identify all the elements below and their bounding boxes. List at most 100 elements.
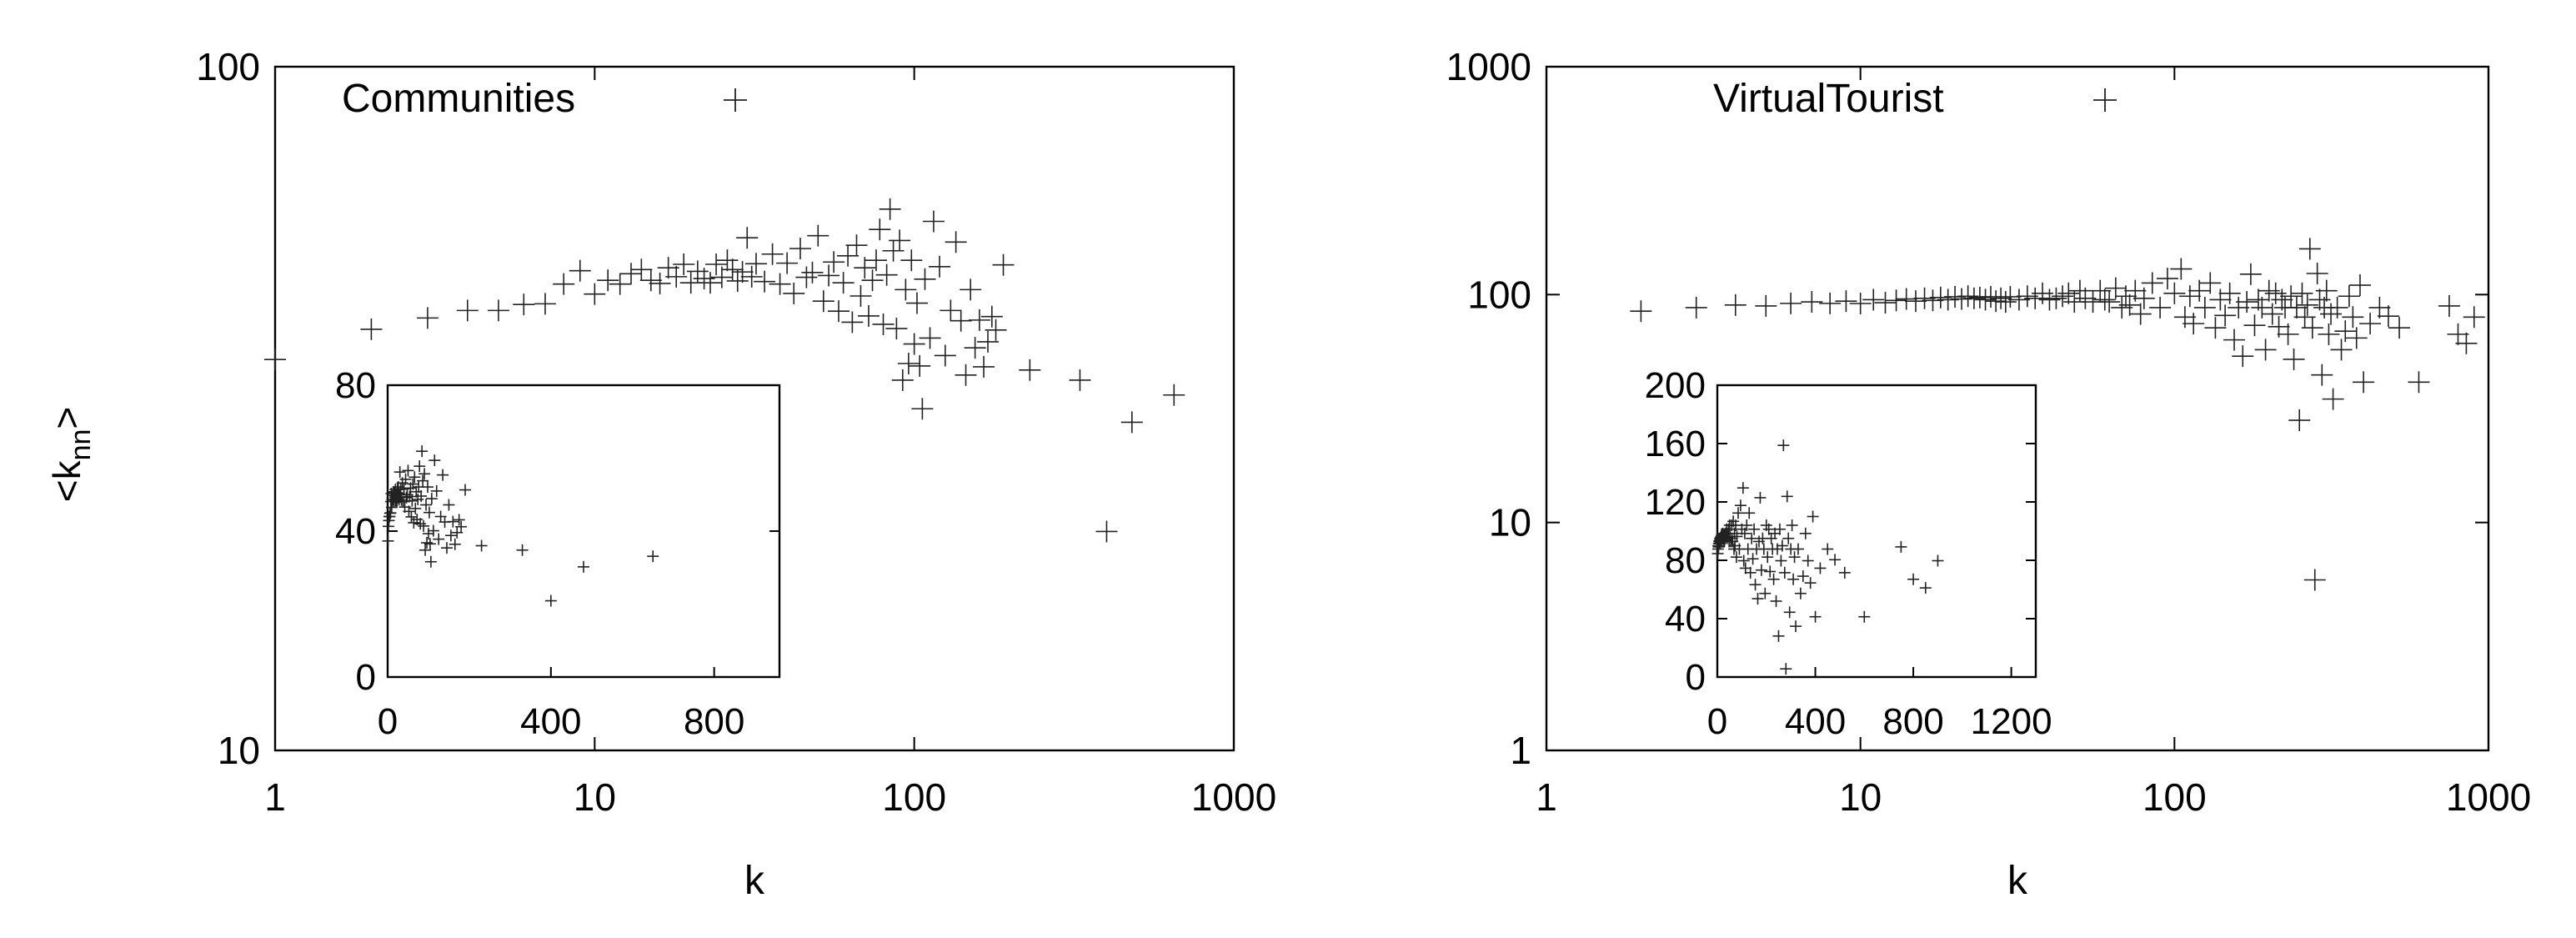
- data-point: [801, 261, 824, 283]
- inset-data-point: [1772, 630, 1785, 642]
- inset-data-point: [1777, 439, 1790, 452]
- inset-data-point: [1773, 523, 1786, 535]
- data-point: [2243, 314, 2266, 337]
- data-point: [872, 313, 895, 335]
- x-tick-label: 100: [882, 775, 946, 819]
- x-axis-label-communities: k: [744, 859, 765, 903]
- inset-data-point: [1730, 551, 1742, 564]
- inset-data-point: [1907, 573, 1920, 585]
- data-point: [818, 264, 840, 287]
- data-point: [2288, 409, 2311, 432]
- data-point: [879, 198, 901, 220]
- data-point: [960, 278, 982, 301]
- inset-data-point: [1809, 610, 1822, 623]
- inset-y-tick-label: 40: [1665, 599, 1706, 640]
- data-point: [2438, 294, 2460, 317]
- inset-data-point: [444, 529, 457, 542]
- data-point: [264, 349, 286, 371]
- data-point: [950, 309, 972, 332]
- data-point: [693, 268, 715, 290]
- inset-data-point: [416, 445, 428, 458]
- data-point: [731, 261, 754, 283]
- data-point: [1994, 291, 2017, 314]
- inset-data-point: [443, 499, 455, 511]
- data-point: [2322, 388, 2344, 410]
- data-point: [769, 273, 791, 295]
- data-point: [1630, 300, 1652, 323]
- data-point: [889, 229, 911, 252]
- data-point: [1985, 290, 2007, 313]
- data-point: [2320, 303, 2343, 325]
- plot-frame-virtualtourist: [1545, 65, 2490, 752]
- y-axis-label: <knn>: [45, 407, 97, 503]
- data-point: [1957, 285, 1979, 308]
- inset-data-point: [415, 490, 428, 502]
- inset-data-point: [1804, 577, 1817, 589]
- data-point: [832, 272, 854, 294]
- data-point: [2104, 277, 2127, 299]
- data-point: [823, 251, 845, 273]
- inset-data-point: [1759, 587, 1772, 599]
- data-point: [2359, 313, 2382, 335]
- data-point: [2277, 323, 2299, 345]
- inset-data-point: [1732, 507, 1744, 519]
- data-point: [513, 293, 535, 316]
- legend-label-communities: Communities: [342, 77, 575, 121]
- data-point: [1895, 288, 1917, 310]
- y-tick-label: 1000: [1446, 45, 1531, 88]
- data-point: [1874, 292, 1897, 314]
- data-point: [2264, 282, 2287, 304]
- data-point: [2326, 296, 2348, 319]
- data-point: [2214, 304, 2237, 327]
- data-point: [911, 398, 934, 420]
- x-tick-label: 100: [2142, 775, 2207, 819]
- data-point: [2163, 282, 2186, 304]
- inset-data-point: [413, 460, 426, 473]
- inset-data-point: [424, 555, 437, 568]
- inset-data-point: [1794, 587, 1807, 599]
- inset-data-point: [1932, 554, 1944, 567]
- data-point: [2132, 287, 2155, 309]
- data-point: [416, 307, 439, 329]
- data-point: [2463, 306, 2485, 329]
- data-point: [2218, 282, 2241, 304]
- inset-data-point: [1747, 553, 1759, 565]
- data-point: [761, 243, 784, 265]
- inset-data-point: [1781, 490, 1793, 503]
- inset-data-point: [647, 550, 659, 563]
- inset-frame-virtualtourist: [1716, 384, 2037, 679]
- inset-data-point: [427, 524, 439, 537]
- inset-data-point: [408, 471, 421, 484]
- data-point: [980, 305, 1003, 328]
- inset-data-point: [1778, 566, 1791, 579]
- data-point: [1069, 369, 1091, 391]
- data-point: [2261, 303, 2283, 325]
- data-point: [2178, 285, 2201, 308]
- data-point: [1095, 520, 1118, 543]
- inset-data-point: [1749, 579, 1762, 591]
- data-point: [2228, 296, 2250, 319]
- data-point: [812, 290, 834, 313]
- data-point: [2057, 282, 2080, 304]
- inset-data-point: [1764, 565, 1777, 578]
- data-point: [553, 273, 575, 295]
- legend-key-communities: [724, 88, 747, 112]
- data-point: [1979, 285, 2002, 308]
- data-point: [2251, 296, 2273, 319]
- y-tick-label: 100: [196, 45, 260, 88]
- data-point: [1849, 293, 1872, 315]
- data-point: [1962, 287, 1985, 309]
- inset-data-point: [544, 594, 557, 607]
- data-point: [2052, 285, 2074, 308]
- data-point: [945, 231, 967, 253]
- data-point: [2063, 291, 2086, 314]
- data-point: [776, 252, 799, 274]
- data-point: [2342, 306, 2364, 329]
- inset-data-point: [455, 520, 468, 533]
- data-point: [584, 283, 606, 305]
- inset-data-point: [382, 534, 394, 547]
- data-point: [909, 354, 931, 377]
- inset-data-point: [423, 538, 436, 550]
- inset-data-point: [419, 544, 432, 556]
